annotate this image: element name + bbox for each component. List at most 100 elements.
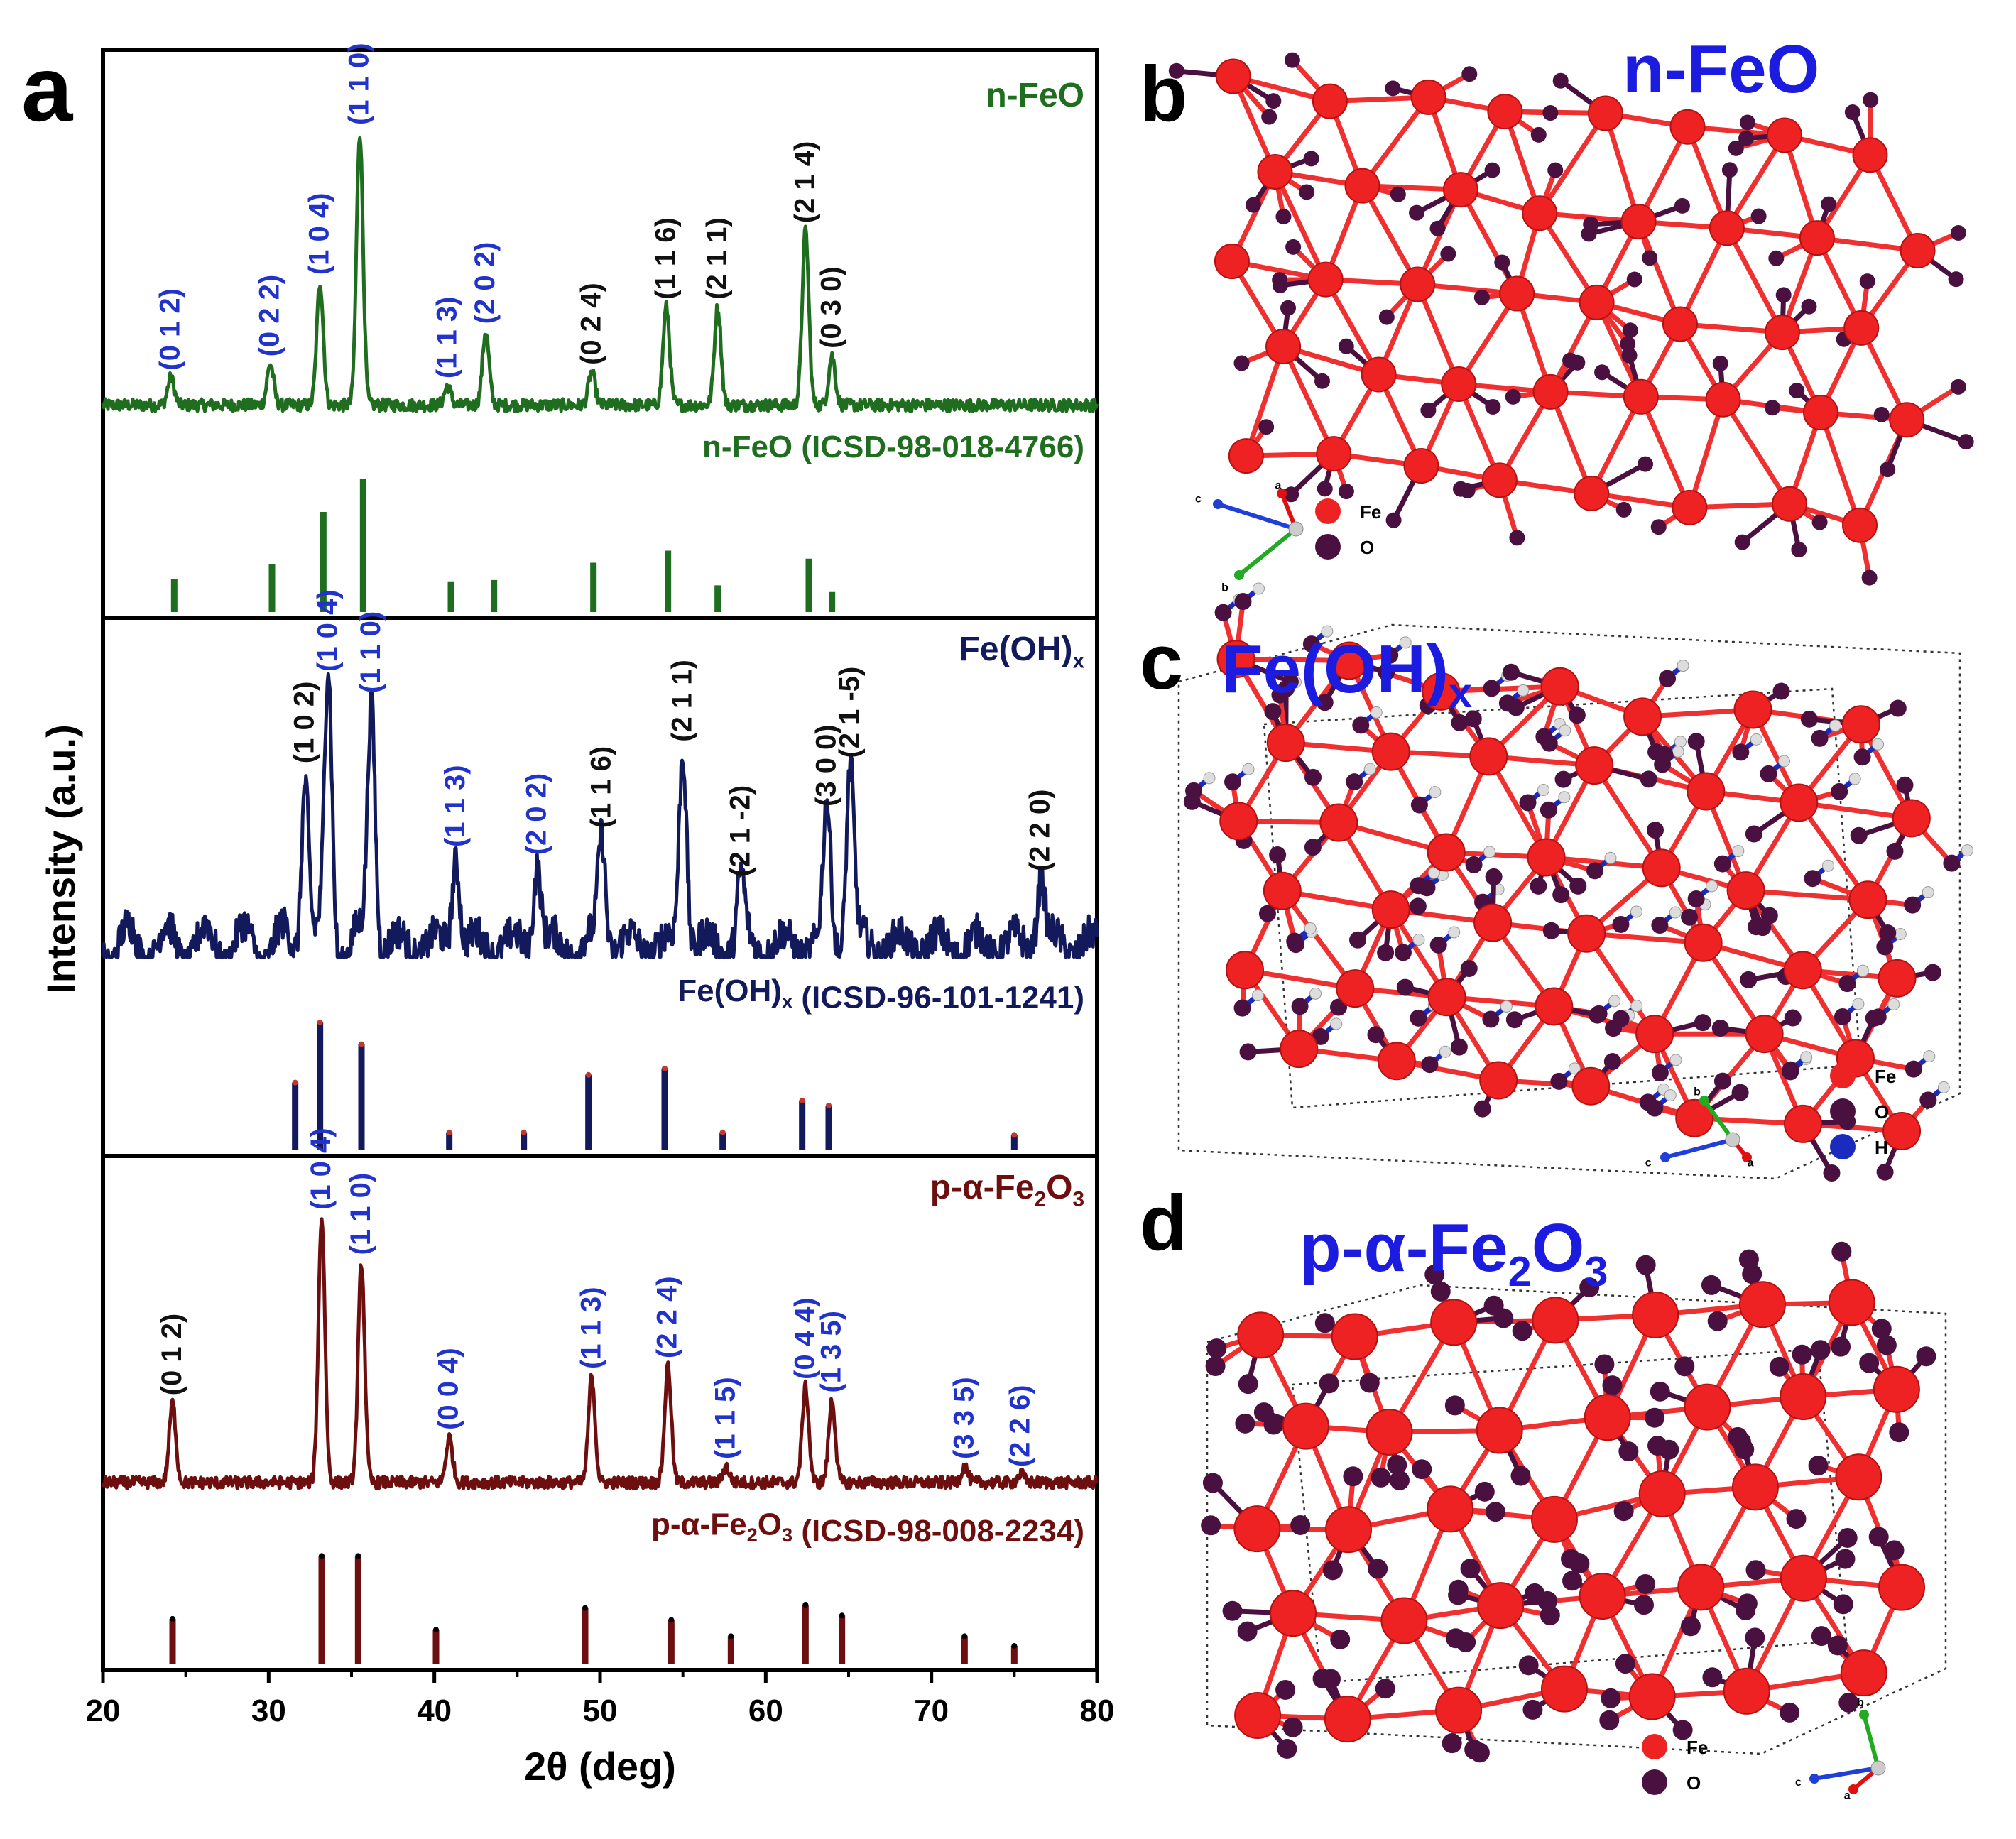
- fe-bond: [1584, 932, 1657, 1036]
- h-atom: [1439, 1045, 1451, 1058]
- fe-atom: [1841, 705, 1880, 744]
- fe-atom: [1422, 672, 1461, 711]
- fe-atom: [1672, 489, 1708, 525]
- o-atom: [1831, 1241, 1852, 1262]
- legend-swatch: [1642, 1769, 1667, 1795]
- fe-atom: [1623, 697, 1662, 736]
- o-atom: [1349, 931, 1367, 949]
- o-atom: [1385, 80, 1401, 97]
- o-atom: [1687, 890, 1705, 907]
- peak-label: (3 0 0): [811, 724, 842, 807]
- o-atom: [1873, 406, 1890, 422]
- o-atom: [1772, 682, 1790, 700]
- fe-atom: [1226, 951, 1265, 990]
- o-atom: [1234, 592, 1252, 610]
- o-atom: [1483, 680, 1500, 697]
- o-atom: [1605, 1020, 1623, 1037]
- fe-bond: [1797, 801, 1870, 902]
- o-atom: [1650, 1381, 1670, 1402]
- fe-atom: [1499, 275, 1535, 312]
- h-atom: [1750, 733, 1762, 746]
- x-tick-label: 50: [583, 1693, 618, 1728]
- o-atom: [1507, 699, 1525, 716]
- o-atom: [1711, 1019, 1729, 1037]
- axis-arrow-head: [1859, 1710, 1869, 1720]
- h-atom: [1304, 922, 1317, 935]
- o-atom: [1768, 250, 1785, 266]
- o-atom: [1377, 944, 1395, 961]
- h-atom: [1732, 845, 1745, 858]
- o-atom: [1302, 635, 1320, 653]
- peak-label: (2 1 4): [789, 141, 820, 224]
- fe-bond: [1745, 888, 1868, 902]
- o-atom: [1510, 1466, 1531, 1486]
- axis-arrow: [1238, 527, 1297, 577]
- fe-atom: [1623, 378, 1659, 415]
- h-atom: [1370, 706, 1383, 719]
- fe-bond: [1360, 184, 1420, 286]
- o-atom: [1808, 1456, 1829, 1476]
- fe-atom: [1628, 1673, 1676, 1720]
- legend-label: O: [1360, 537, 1374, 558]
- o-atom: [1338, 484, 1354, 500]
- o-atom: [1299, 184, 1315, 200]
- o-atom: [1330, 1629, 1351, 1649]
- o-atom: [1853, 748, 1871, 766]
- fe-atom: [1669, 109, 1706, 145]
- o-atom: [1738, 1249, 1759, 1270]
- o-atom: [1838, 1692, 1859, 1713]
- o-atom: [1168, 62, 1184, 79]
- fe-atom: [1344, 168, 1380, 204]
- fe-atom: [1530, 1495, 1578, 1543]
- axis-arrow: [1814, 1766, 1879, 1781]
- fe-atom: [1228, 438, 1264, 474]
- fe-atom: [1400, 266, 1436, 302]
- o-atom: [1569, 1554, 1590, 1574]
- o-atom: [1460, 960, 1478, 978]
- peak-label: (2 2 6): [1005, 1385, 1036, 1468]
- o-atom: [1889, 699, 1907, 717]
- peak-label: (1 0 4): [304, 193, 335, 275]
- o-atom: [1879, 924, 1897, 942]
- stick-tip: [719, 1129, 726, 1135]
- o-atom: [1896, 776, 1914, 794]
- o-atom: [1235, 1413, 1255, 1434]
- fe-atom: [1442, 172, 1478, 208]
- o-atom: [1485, 868, 1503, 885]
- o-atom: [1396, 978, 1414, 996]
- axis-origin: [1288, 521, 1304, 537]
- o-atom: [1522, 1699, 1543, 1720]
- peak-label: (0 2 2): [254, 275, 285, 357]
- fe-atom: [1766, 117, 1802, 153]
- o-atom: [1237, 1621, 1258, 1642]
- o-atom: [1721, 162, 1738, 178]
- fe-atom: [1684, 923, 1723, 962]
- fe-atom: [1848, 880, 1887, 920]
- o-atom: [1183, 792, 1201, 810]
- o-atom: [1811, 1626, 1831, 1647]
- o-atom: [1769, 1356, 1789, 1377]
- h-atom: [1923, 1050, 1936, 1063]
- stick-tip: [585, 1071, 592, 1078]
- legend-label: Fe: [1687, 1737, 1708, 1758]
- fe-atom: [1331, 1313, 1378, 1360]
- h-atom: [1537, 783, 1550, 796]
- o-atom: [1285, 239, 1302, 255]
- h-atom: [1412, 933, 1425, 946]
- legend-label: O: [1875, 1101, 1889, 1123]
- fe-atom: [1282, 1402, 1329, 1450]
- h-atom: [1777, 755, 1790, 768]
- fe-atom: [1843, 310, 1880, 346]
- h-atom: [1321, 625, 1334, 638]
- o-atom: [1780, 1702, 1800, 1723]
- fe-atom: [1307, 261, 1344, 298]
- o-atom: [1409, 897, 1427, 915]
- o-atom: [1589, 1006, 1606, 1024]
- fe-atom: [1567, 914, 1606, 953]
- fe-atom: [1574, 475, 1610, 511]
- o-atom: [1321, 1669, 1341, 1689]
- o-atom: [1602, 1375, 1623, 1396]
- fe-atom: [1540, 667, 1579, 706]
- peak-label: (2 2 0): [1025, 790, 1056, 872]
- fe-bond: [1724, 133, 1787, 230]
